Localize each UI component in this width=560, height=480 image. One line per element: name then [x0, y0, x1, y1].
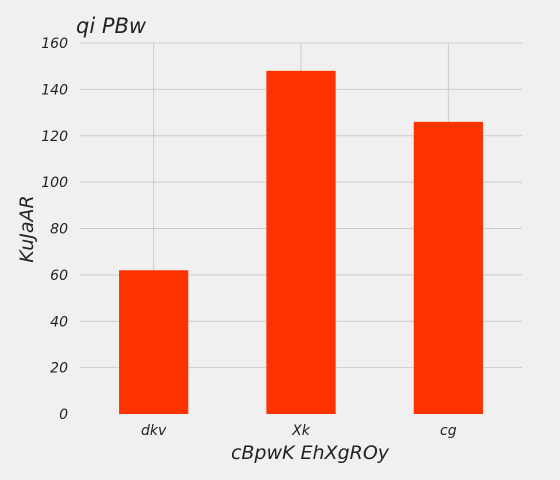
x-tick-label-1: Xk [291, 423, 311, 439]
x-tick-labels: dkv Xk cg [141, 423, 457, 439]
y-tick-label-3: 60 [50, 268, 68, 284]
bar-Xk [266, 70, 336, 414]
y-tick-label-7: 140 [41, 82, 68, 98]
bar-dkv [119, 270, 189, 414]
y-tick-label-8: 160 [41, 36, 68, 52]
bar-cg [413, 121, 483, 415]
y-tick-label-5: 100 [41, 175, 68, 191]
y-tick-label-0: 0 [59, 407, 68, 423]
y-tick-label-2: 40 [50, 314, 68, 330]
y-tick-label-1: 20 [50, 361, 68, 377]
x-tick-label-2: cg [440, 423, 457, 439]
y-axis-label: KuJaAR [16, 195, 38, 262]
chart-title: qi PBw [76, 14, 147, 38]
y-tick-label-4: 80 [50, 222, 68, 238]
bars [119, 70, 483, 415]
y-tick-labels: 0 20 40 60 80 100 120 140 160 [41, 36, 68, 423]
y-tick-label-6: 120 [41, 129, 68, 145]
x-axis-label: cBpwK EhXgROy [231, 442, 390, 464]
x-tick-label-0: dkv [141, 423, 167, 439]
